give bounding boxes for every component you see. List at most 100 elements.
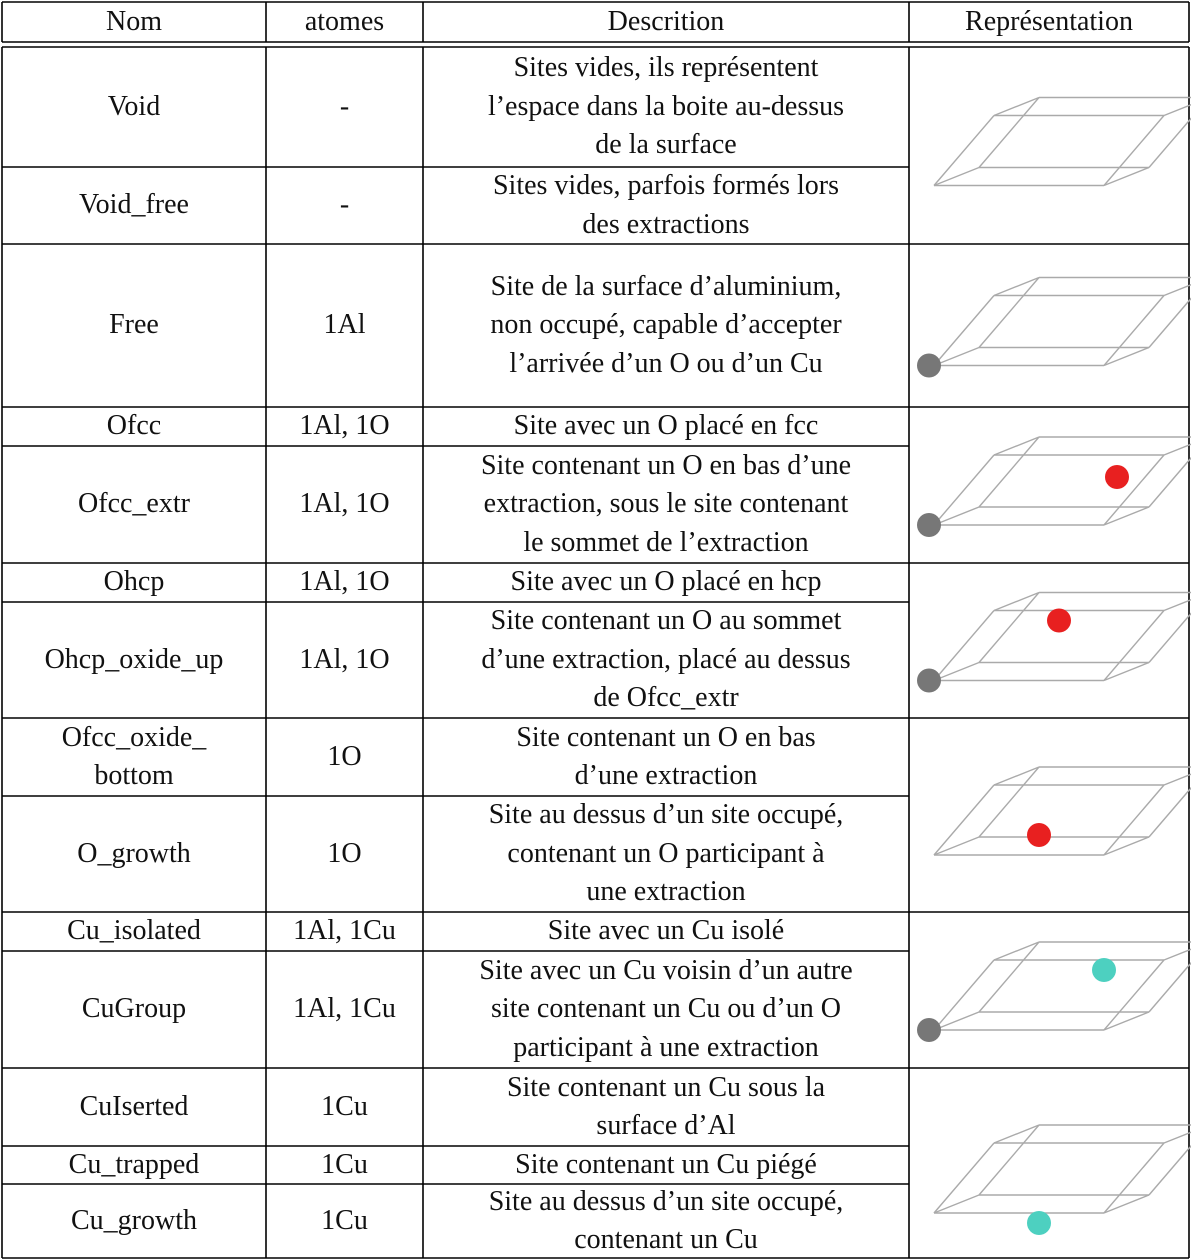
rule <box>933 346 980 367</box>
rule <box>933 784 995 856</box>
cell-text: de la surface <box>595 129 737 161</box>
rule <box>1148 297 1191 348</box>
cell-text: O_growth <box>77 837 191 869</box>
atoms-cell: 1Al, 1O <box>266 602 423 718</box>
rule <box>1163 283 1191 297</box>
atoms-cell: 1Cu <box>266 1146 423 1184</box>
atoms-cell: 1Al, 1Cu <box>266 951 423 1068</box>
rule <box>993 591 1040 612</box>
cell-text: Void <box>107 90 161 122</box>
atom <box>917 668 941 693</box>
description-cell: Site contenant un O en bas d’une extracti… <box>423 718 909 796</box>
rule <box>993 766 1040 786</box>
name-cell: Ohcp_oxide_up <box>2 602 266 718</box>
name-cell: Void_free <box>2 167 266 244</box>
cell-text: Sites vides, parfois formés lors <box>492 170 840 201</box>
cell-text: 1Al, 1O <box>299 566 390 598</box>
cell-text: non occupé, capable d’accepter <box>490 309 842 341</box>
rule <box>978 1124 1040 1196</box>
rule <box>933 506 980 526</box>
cell-text: site contenant un Cu ou d’un O <box>491 993 841 1025</box>
atoms-cell: 1O <box>266 796 423 912</box>
cell-text: Cu_growth <box>71 1204 197 1236</box>
cell-text: - <box>339 189 350 221</box>
cell-text: - <box>339 90 350 122</box>
name-cell: Ohcp <box>2 563 266 602</box>
cell-text: Site avec un O placé en hcp <box>510 566 822 598</box>
cell-text: Free <box>109 309 159 341</box>
rule <box>1103 1194 1150 1214</box>
cell-text: Cu_trapped <box>68 1148 200 1180</box>
rule <box>978 592 1040 663</box>
rule <box>933 166 980 187</box>
description-cell: Sites vides, parfois formés lors des extr… <box>423 167 909 244</box>
cell-text: participant à une extraction <box>513 1031 819 1063</box>
rule <box>1103 166 1150 187</box>
name-cell: CuGroup <box>2 951 266 1068</box>
atoms-cell: 1Al, 1O <box>266 563 423 602</box>
cell-text: des extractions <box>582 208 750 240</box>
description-cell: Site avec un Cu voisin d’un autre site co… <box>423 951 909 1068</box>
atom <box>917 1018 941 1042</box>
rule <box>978 436 1040 508</box>
cell-text: 1Cu <box>321 1090 368 1122</box>
cell-text: Ofcc_extr <box>78 488 190 520</box>
rule <box>1163 773 1191 786</box>
name-cell: Void <box>2 47 266 167</box>
rule <box>933 1011 980 1031</box>
description-cell: Site avec un O placé en fcc <box>423 407 909 446</box>
header-cell: Représentation <box>909 2 1189 42</box>
cell-text: Site de la surface d’aluminium, <box>490 270 842 302</box>
cell-text: atomes <box>304 5 385 37</box>
atoms-cell: - <box>266 167 423 244</box>
cell-text: Ohcp_oxide_up <box>44 643 224 675</box>
rule <box>933 1142 995 1214</box>
atom <box>917 513 941 537</box>
cell-text: de Ofcc_extr <box>593 682 739 714</box>
cell-text: Site contenant un Cu piégé <box>515 1148 817 1180</box>
rule <box>1163 103 1191 117</box>
atoms-cell: 1Al, 1O <box>266 446 423 563</box>
cell-text: Descrition <box>607 5 725 37</box>
description-cell: Site contenant un O au sommet d’une extra… <box>423 602 909 718</box>
header-cell: Nom <box>2 2 266 42</box>
rule <box>933 1194 980 1214</box>
rule <box>933 454 995 526</box>
atom <box>1092 958 1116 982</box>
rule <box>993 941 1040 961</box>
cell-text: Nom <box>106 5 162 37</box>
cell-text: Site avec un Cu isolé <box>547 915 785 947</box>
cell-text: bottom <box>94 760 174 791</box>
cell-text: 1Al, 1O <box>299 643 390 675</box>
cell-text: CuGroup <box>81 993 187 1025</box>
cell-text: 1Al, 1Cu <box>293 993 396 1025</box>
cell-text: 1Al <box>323 309 366 341</box>
atoms-cell: 1Al <box>266 244 423 407</box>
rule <box>978 277 1040 348</box>
atom <box>1105 465 1129 489</box>
header-cell: atomes <box>266 2 423 42</box>
atom <box>1047 608 1071 633</box>
rule <box>933 610 995 681</box>
rule <box>933 295 995 366</box>
rule <box>933 836 980 856</box>
rule <box>993 1124 1040 1144</box>
rule <box>1103 1011 1150 1031</box>
cell-text: d’une extraction, placé au dessus <box>481 643 851 675</box>
rule <box>1148 117 1191 168</box>
rule <box>1103 346 1150 367</box>
cell-text: Void_free <box>79 189 189 221</box>
cell-text: Site avec un Cu voisin d’un autre <box>479 954 853 986</box>
rule <box>933 661 980 682</box>
header-cell: Descrition <box>423 2 909 42</box>
rule <box>978 941 1040 1013</box>
rule <box>1148 1144 1191 1196</box>
name-cell: Ofcc <box>2 407 266 446</box>
cell-text: contenant un Cu <box>574 1224 758 1255</box>
cell-text: Site au dessus d’un site occupé, <box>488 1185 844 1217</box>
rule <box>1148 961 1191 1013</box>
atom <box>1027 1211 1051 1235</box>
rule <box>1103 506 1150 526</box>
description-cell: Site au dessus d’un site occupé, contenan… <box>423 1184 909 1258</box>
